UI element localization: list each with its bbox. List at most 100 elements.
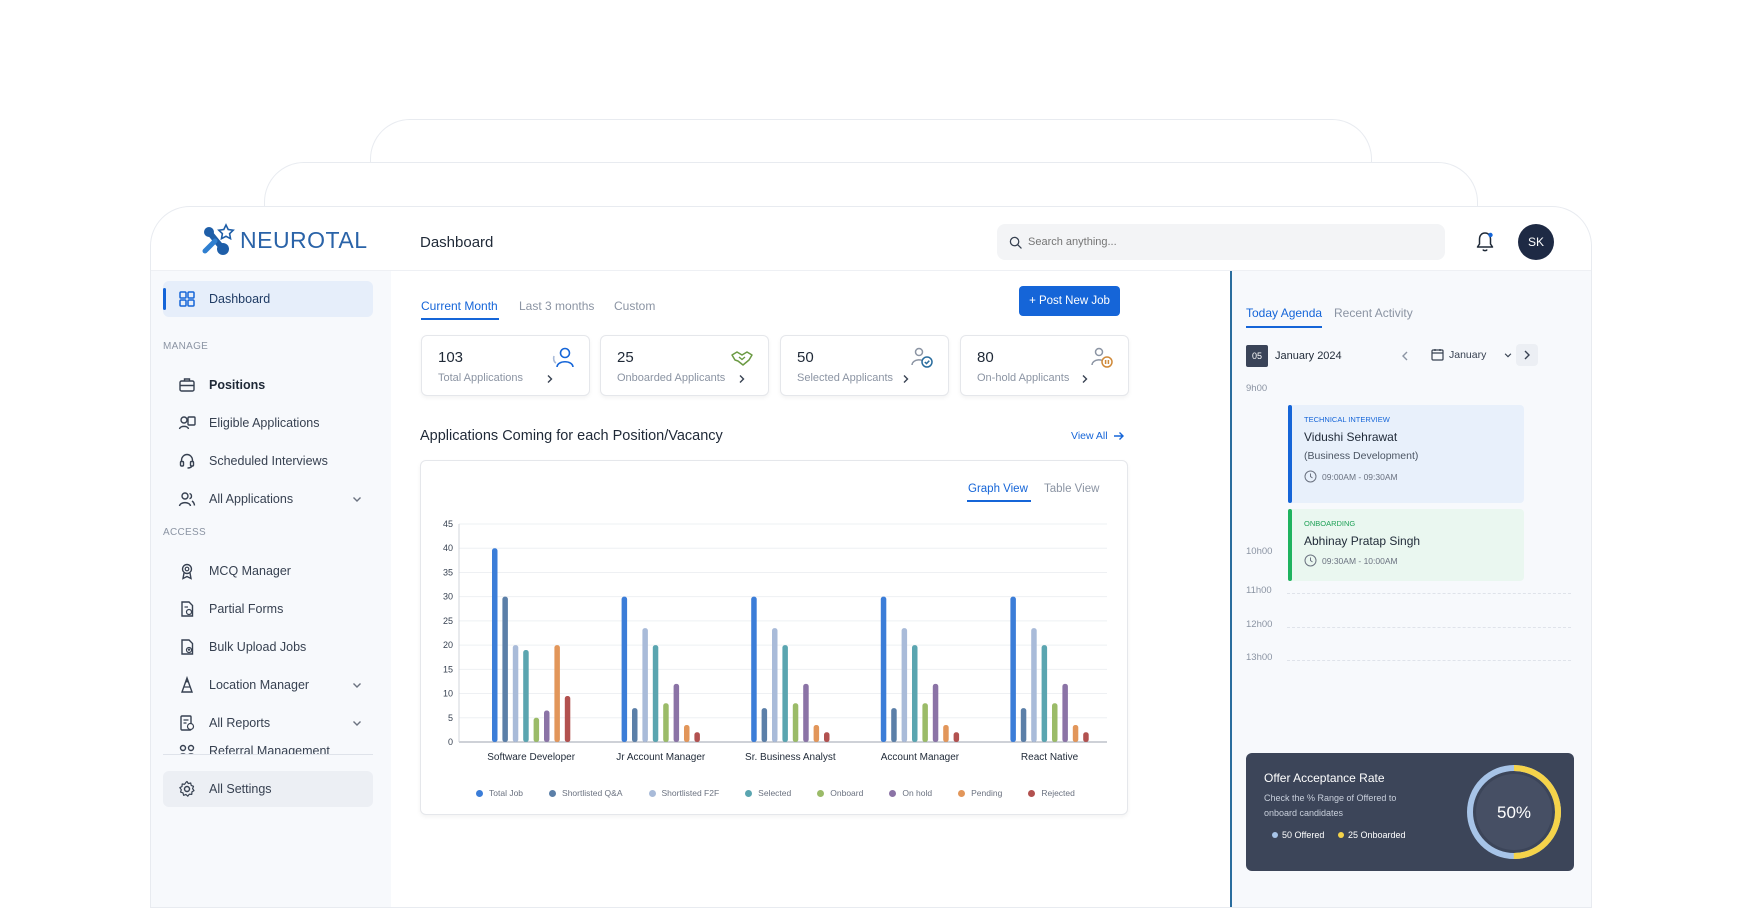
app-window: NEUROTAL Dashboard SK Dashboard MANAGE P… — [150, 206, 1592, 908]
clock-icon — [1304, 470, 1317, 483]
legend-item: Shortlisted Q&A — [549, 788, 623, 798]
chart-bar — [932, 683, 939, 742]
offer-description: Check the % Range of Offered to onboard … — [1264, 793, 1397, 818]
brand-name: NEUROTAL — [240, 226, 368, 253]
chevron-down-icon[interactable] — [351, 493, 363, 505]
chart-bar — [953, 732, 960, 742]
chevron-right-icon — [1082, 375, 1088, 383]
legend-item: Total Job — [476, 788, 523, 798]
stat-card-selected-applicants[interactable]: 50 Selected Applicants — [780, 335, 949, 396]
tab-today-agenda[interactable]: Today Agenda — [1246, 306, 1323, 320]
legend-dot — [817, 789, 825, 797]
sidebar-item-scheduled-interviews[interactable]: Scheduled Interviews — [163, 443, 373, 479]
legend-dot-onboarded — [1338, 832, 1344, 838]
sidebar-item-label: Scheduled Interviews — [209, 454, 328, 468]
chevron-down-icon — [1505, 352, 1512, 357]
chart-bar — [642, 628, 648, 742]
stat-card-on-hold-applicants[interactable]: 80 On-hold Applicants — [960, 335, 1129, 396]
chevron-right-icon — [547, 375, 553, 383]
sidebar-item-positions[interactable]: Positions — [163, 367, 373, 403]
headset-icon — [179, 453, 195, 469]
chevron-right-icon — [739, 375, 745, 383]
legend-label: On hold — [902, 788, 933, 798]
month-select[interactable]: January — [1431, 348, 1513, 361]
view-all-link[interactable]: View All — [1071, 430, 1125, 442]
clock-icon — [1304, 554, 1317, 567]
time-gridline — [1287, 627, 1571, 628]
legend-dot — [476, 789, 483, 797]
sidebar-item-label: Partial Forms — [209, 602, 284, 616]
agenda-event[interactable]: ONBOARDING Abhinay Pratap Singh 09:30AM … — [1288, 509, 1524, 581]
y-tick-label: 0 — [448, 737, 453, 747]
sidebar-item-referral-management[interactable]: Referral Management — [163, 733, 373, 754]
tab-graph-view[interactable]: Graph View — [968, 483, 1028, 495]
sidebar-item-eligible-applications[interactable]: Eligible Applications — [163, 405, 373, 441]
search-bar[interactable] — [997, 224, 1445, 260]
sidebar-item-location-manager[interactable]: Location Manager — [163, 667, 373, 703]
applications-chart-card: Graph View Table View 0 5 10 15 20 25 30 35 40 45… — [420, 460, 1128, 815]
legend-item: Rejected — [1028, 788, 1075, 798]
sidebar-item-partial-forms[interactable]: Partial Forms — [163, 591, 373, 627]
agenda-event[interactable]: TECHNICAL INTERVIEW Vidushi Sehrawat (Bu… — [1288, 405, 1524, 503]
next-month-button[interactable] — [1516, 344, 1538, 366]
page-title: Dashboard — [420, 234, 494, 251]
bar-chart: 0 5 10 15 20 25 30 35 40 45 Software Developer Jr A… — [443, 519, 1107, 763]
stat-value: 80 — [977, 349, 994, 366]
offer-donut-chart: 50% — [1467, 765, 1561, 859]
time-label: 10h00 — [1246, 546, 1273, 557]
legend-label: Pending — [971, 788, 1003, 798]
tab-last-3-months[interactable]: Last 3 months — [519, 299, 595, 313]
chevron-down-icon[interactable] — [351, 717, 363, 729]
y-tick-label: 10 — [443, 689, 453, 699]
y-tick-label: 30 — [443, 592, 453, 602]
stat-card-total-applications[interactable]: 103 Total Applications — [421, 335, 590, 396]
chart-bar — [694, 732, 700, 742]
stat-value: 103 — [438, 349, 464, 366]
chevron-down-icon[interactable] — [351, 679, 363, 691]
y-tick-label: 5 — [448, 713, 453, 723]
chart-bar — [502, 596, 508, 742]
chart-bar — [1083, 732, 1089, 742]
award-icon — [181, 563, 193, 580]
stat-value: 50 — [797, 349, 814, 366]
tab-custom[interactable]: Custom — [614, 299, 656, 313]
search-input[interactable] — [1028, 236, 1428, 248]
date-month-year: January 2024 — [1275, 350, 1342, 362]
tab-recent-activity[interactable]: Recent Activity — [1334, 306, 1413, 320]
chart-bar — [632, 708, 638, 742]
post-new-job-button[interactable]: + Post New Job — [1019, 286, 1120, 316]
arrow-right-icon — [1113, 432, 1124, 440]
brand-logo[interactable]: NEUROTAL — [201, 223, 368, 257]
chart-bar — [1031, 628, 1037, 742]
chevron-right-icon — [1524, 350, 1530, 360]
sidebar-item-label: Eligible Applications — [209, 416, 320, 430]
y-tick-label: 20 — [443, 640, 453, 650]
stat-card-onboarded-applicants[interactable]: 25 Onboarded Applicants — [600, 335, 769, 396]
offer-percent: 50% — [1497, 803, 1531, 822]
stat-label: Onboarded Applicants — [617, 372, 726, 384]
sidebar-item-all-reports[interactable]: All Reports — [163, 705, 373, 741]
briefcase-icon — [179, 378, 195, 392]
chevron-left-icon[interactable] — [1400, 350, 1410, 362]
notification-bell-icon[interactable] — [1475, 231, 1495, 253]
gear-icon — [179, 780, 195, 797]
sidebar-item-mcq-manager[interactable]: MCQ Manager — [163, 553, 373, 589]
sidebar-item-all-applications[interactable]: All Applications — [163, 481, 373, 517]
offered-label: 50 Offered — [1282, 830, 1325, 840]
offer-legend-onboarded: 25 Onboarded — [1338, 830, 1406, 840]
y-tick-label: 25 — [443, 616, 453, 626]
chart-bar — [761, 708, 768, 742]
user-avatar[interactable]: SK — [1518, 224, 1554, 260]
sidebar-item-bulk-upload-jobs[interactable]: Bulk Upload Jobs — [163, 629, 373, 665]
active-agenda-tab-indicator — [1246, 326, 1322, 328]
event-time-label: 09:00AM - 09:30AM — [1322, 471, 1398, 482]
sidebar-item-dashboard[interactable]: Dashboard — [163, 281, 373, 317]
sidebar-item-all-settings[interactable]: All Settings — [163, 771, 373, 807]
chart-legend: Total Job Shortlisted Q&A Shortlisted F2F S… — [476, 788, 1075, 798]
tab-current-month[interactable]: Current Month — [421, 299, 498, 313]
chart-bar — [782, 645, 788, 742]
search-icon — [1009, 236, 1022, 249]
x-tick-label: Sr. Business Analyst — [745, 752, 836, 763]
tab-table-view[interactable]: Table View — [1044, 483, 1100, 495]
sidebar-item-label: All Settings — [209, 782, 272, 796]
